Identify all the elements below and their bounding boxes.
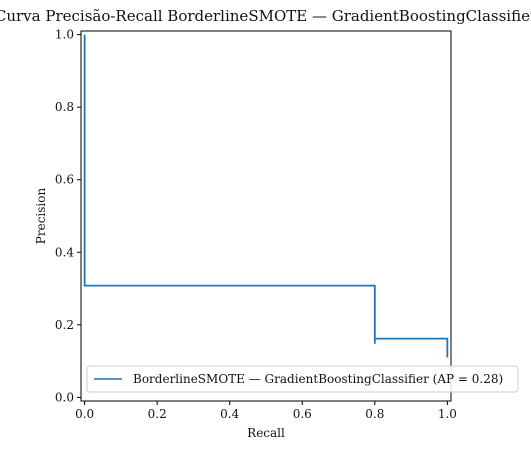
y-tick-label: 0.0 xyxy=(55,390,74,404)
y-tick-label: 1.0 xyxy=(55,28,74,42)
plot-area: 0.0 0.2 0.4 0.6 0.8 1.0 0.0 0.2 0.4 0.6 0.8 1.0 xyxy=(55,28,457,421)
plot-frame xyxy=(81,31,451,401)
x-tick-label: 0.6 xyxy=(293,407,312,421)
x-axis-label: Recall xyxy=(247,426,285,440)
legend-label: BorderlineSMOTE — GradientBoostingClassi… xyxy=(133,372,503,386)
series-layer xyxy=(85,35,448,358)
y-axis: 0.0 0.2 0.4 0.6 0.8 1.0 xyxy=(55,28,81,405)
chart-title: Curva Precisão-Recall BorderlineSMOTE — … xyxy=(0,7,531,25)
x-axis: 0.0 0.2 0.4 0.6 0.8 1.0 xyxy=(75,401,457,421)
y-tick-label: 0.2 xyxy=(55,318,74,332)
y-tick-label: 0.8 xyxy=(55,100,74,114)
y-tick-label: 0.4 xyxy=(55,245,74,259)
x-tick-label: 0.4 xyxy=(220,407,239,421)
x-tick-label: 0.2 xyxy=(148,407,167,421)
x-tick-label: 1.0 xyxy=(438,407,457,421)
x-tick-label: 0.8 xyxy=(365,407,384,421)
pr-curve-line xyxy=(85,35,448,358)
legend: BorderlineSMOTE — GradientBoostingClassi… xyxy=(87,366,518,392)
y-axis-label: Precision xyxy=(34,188,48,245)
x-tick-label: 0.0 xyxy=(75,407,94,421)
y-tick-label: 0.6 xyxy=(55,173,74,187)
